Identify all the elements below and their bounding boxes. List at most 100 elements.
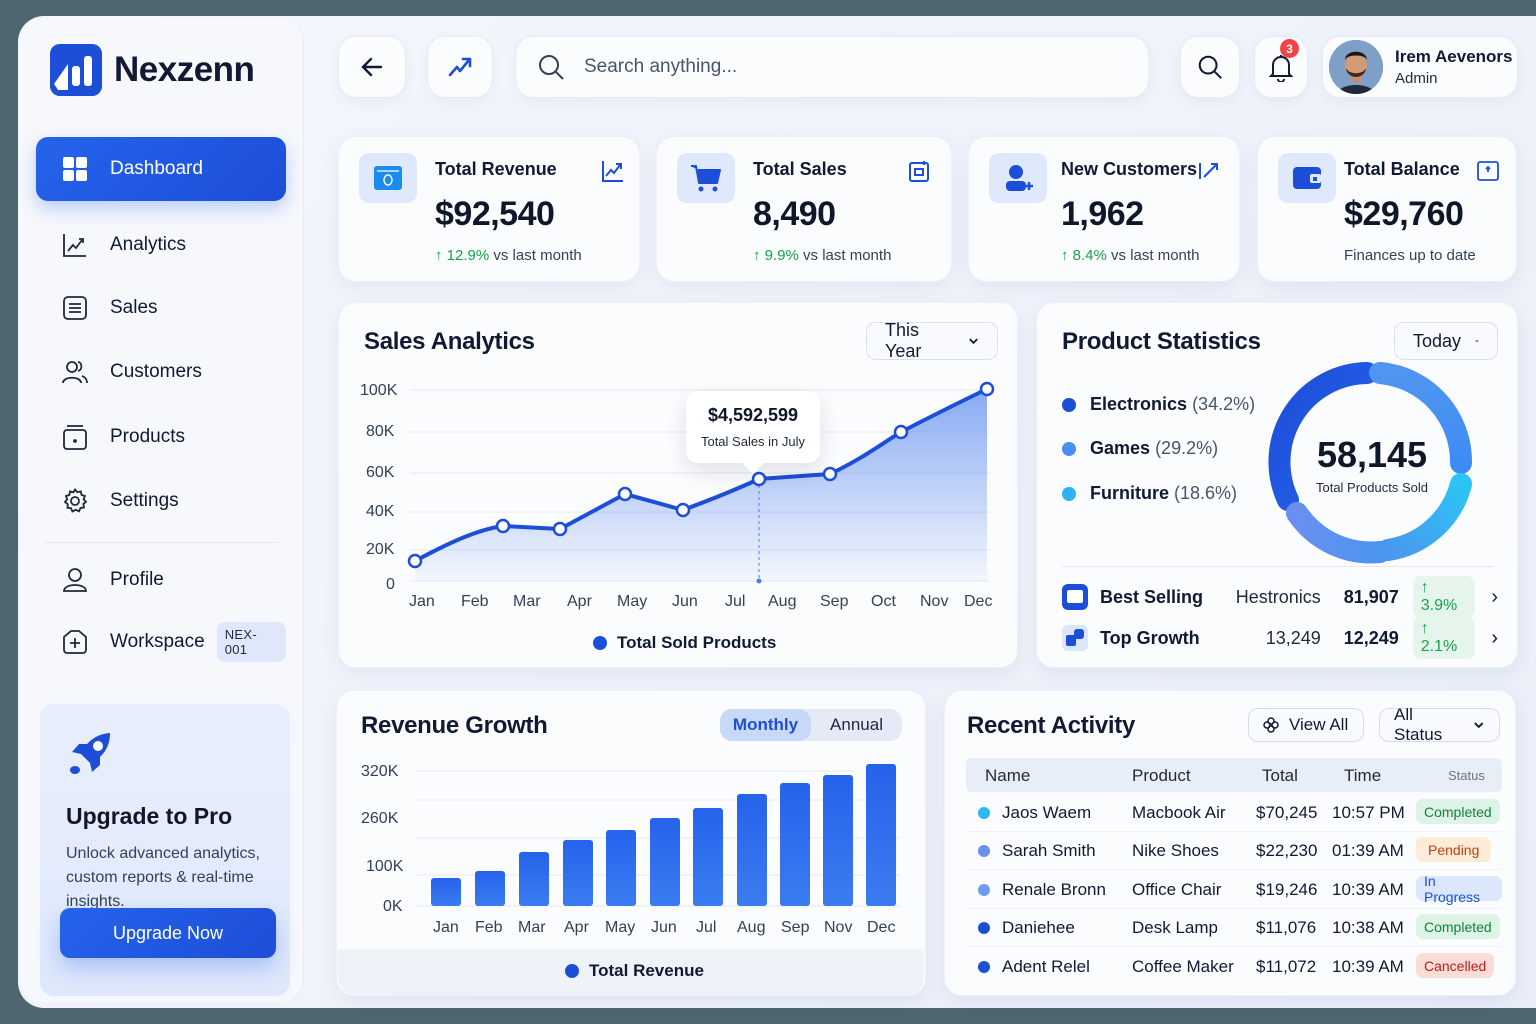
row-label: Best Selling [1100, 586, 1204, 607]
upgrade-title: Upgrade to Pro [66, 803, 233, 829]
total-products-label: Total Products Sold [1315, 480, 1428, 495]
cell-total: $11,076 [1256, 918, 1317, 937]
sales-period-select[interactable]: This Year [866, 320, 998, 361]
table-row[interactable]: Renale Bronn Office Chair $19,246 10:39 … [966, 871, 1502, 909]
table-row[interactable]: Daniehee Desk Lamp $11,076 10:38 AM Comp… [966, 909, 1502, 947]
change-badge: ↑ 2.1% [1412, 617, 1476, 659]
search-input[interactable]: Search anything... [584, 56, 738, 77]
legend-electronics: Electronics (34.2%) [1062, 394, 1255, 415]
chevron-down-icon [969, 338, 978, 345]
stat-change: ↑ 12.9% vs last month [435, 247, 582, 264]
stat-title: Total Sales [753, 159, 847, 179]
sidebar-item-products[interactable]: Products [36, 405, 286, 469]
view-all-button[interactable]: View All [1248, 708, 1364, 742]
chevron-right-icon[interactable]: › [1491, 626, 1498, 649]
chart-up-icon[interactable] [601, 159, 625, 183]
cell-time: 10:39 AM [1332, 957, 1404, 976]
gear-icon [63, 488, 88, 513]
status-badge: Completed [1416, 799, 1500, 824]
cell-time: 10:57 PM [1332, 803, 1405, 822]
divider [1062, 566, 1494, 567]
chevron-down-icon [1474, 722, 1484, 729]
sales-line-chart [407, 381, 995, 584]
upgrade-text: Unlock advanced analytics, custom report… [66, 845, 260, 910]
wallet-card-icon [1278, 153, 1336, 203]
status-filter-select[interactable]: All Status [1379, 705, 1500, 744]
stat-title: New Customers [1061, 159, 1198, 179]
column-header-name[interactable]: Name [985, 766, 1031, 785]
status-badge: In Progress [1416, 873, 1502, 905]
plus-box-icon[interactable] [1476, 159, 1500, 183]
stat-change: ↑ 8.4% vs last month [1061, 247, 1200, 264]
search-bar[interactable]: Search anything... [515, 36, 1149, 98]
sidebar-item-settings[interactable]: Settings [36, 469, 286, 533]
sidebar: Nexzenn Dashboard Analytics Sales Custom… [20, 18, 304, 1002]
panel-title: Product Statistics [1062, 328, 1261, 355]
trending-up-icon [448, 57, 472, 77]
best-selling-row[interactable]: Best Selling Hestronics 81,907 ↑ 3.9% › [1062, 576, 1498, 618]
search-icon [1198, 55, 1222, 79]
trending-button[interactable] [427, 36, 493, 98]
sidebar-item-profile[interactable]: Profile [36, 548, 286, 612]
stat-card-new-customers: New Customers 1,962 ↑ 8.4% vs last month [968, 136, 1240, 282]
user-role: Admin [1395, 70, 1438, 87]
top-growth-row[interactable]: Top Growth 13,249 12,249 ↑ 2.1% › [1062, 617, 1498, 659]
notifications-button[interactable]: 3 [1254, 36, 1308, 98]
table-row[interactable]: Sarah Smith Nike Shoes $22,230 01:39 AM … [966, 832, 1502, 870]
flower-icon [1263, 717, 1279, 733]
chart-tooltip: $4,592,599 Total Sales in July [686, 391, 820, 463]
tooltip-label: Total Sales in July [700, 434, 806, 449]
cell-product: Office Chair [1132, 880, 1222, 899]
sidebar-item-customers[interactable]: Customers [36, 340, 286, 404]
cell-name: Sarah Smith [1002, 841, 1096, 860]
tab-annual[interactable]: Annual [830, 715, 883, 734]
panel-title: Revenue Growth [361, 712, 548, 739]
select-value: Today [1413, 330, 1462, 351]
table-row[interactable]: Adent Relel Coffee Maker $11,072 10:39 A… [966, 948, 1502, 986]
revenue-legend-bar [338, 949, 924, 995]
column-header-product[interactable]: Product [1132, 766, 1191, 785]
button-label: View All [1289, 715, 1349, 734]
column-header-time[interactable]: Time [1344, 766, 1382, 785]
chevron-right-icon[interactable]: › [1491, 585, 1498, 608]
cell-name: Renale Bronn [1002, 880, 1106, 899]
cell-product: Coffee Maker [1132, 957, 1234, 976]
trend-arrow-icon[interactable] [1197, 159, 1221, 183]
sidebar-item-label: Products [110, 426, 185, 447]
calendar-icon[interactable] [907, 159, 931, 183]
user-menu[interactable]: Irem Aevenors Admin [1322, 36, 1518, 98]
sidebar-item-sales[interactable]: Sales [36, 276, 286, 340]
search-button[interactable] [1180, 36, 1240, 98]
status-dot [978, 807, 990, 819]
stat-title: Total Balance [1344, 159, 1460, 179]
sidebar-item-analytics[interactable]: Analytics [36, 213, 286, 277]
status-badge: Cancelled [1416, 953, 1495, 978]
total-products-value: 58,145 [1316, 434, 1428, 475]
revenue-bar-chart [415, 764, 900, 907]
status-dot [978, 961, 990, 973]
table-row[interactable]: Jaos Waem Macbook Air $70,245 10:57 PM C… [966, 794, 1502, 832]
column-header-status[interactable]: Status [1448, 768, 1485, 783]
chevron-down-icon [1475, 340, 1479, 343]
app-name: Nexzenn [114, 50, 255, 89]
back-button[interactable] [338, 36, 406, 98]
users-icon [62, 361, 88, 384]
sidebar-item-label: Sales [110, 297, 158, 318]
status-badge: Completed [1416, 914, 1500, 939]
status-dot [978, 884, 990, 896]
wallet-icon [359, 153, 417, 203]
cart-icon [677, 153, 735, 203]
panel-title: Sales Analytics [364, 328, 535, 355]
column-header-total[interactable]: Total [1262, 766, 1298, 785]
tab-monthly[interactable]: Monthly [720, 709, 811, 741]
sidebar-item-workspace[interactable]: Workspace NEX-001 [36, 610, 286, 674]
product-period-select[interactable]: Today [1394, 322, 1498, 360]
sidebar-item-dashboard[interactable]: Dashboard [36, 137, 286, 201]
logo[interactable]: Nexzenn [50, 44, 255, 96]
upgrade-now-button[interactable]: Upgrade Now [60, 908, 276, 958]
sidebar-item-label: Dashboard [110, 158, 203, 179]
grid-icon [63, 157, 87, 181]
row-label: Top Growth [1100, 627, 1200, 648]
document-list-icon [63, 296, 87, 320]
row-product: Hestronics [1235, 586, 1321, 607]
